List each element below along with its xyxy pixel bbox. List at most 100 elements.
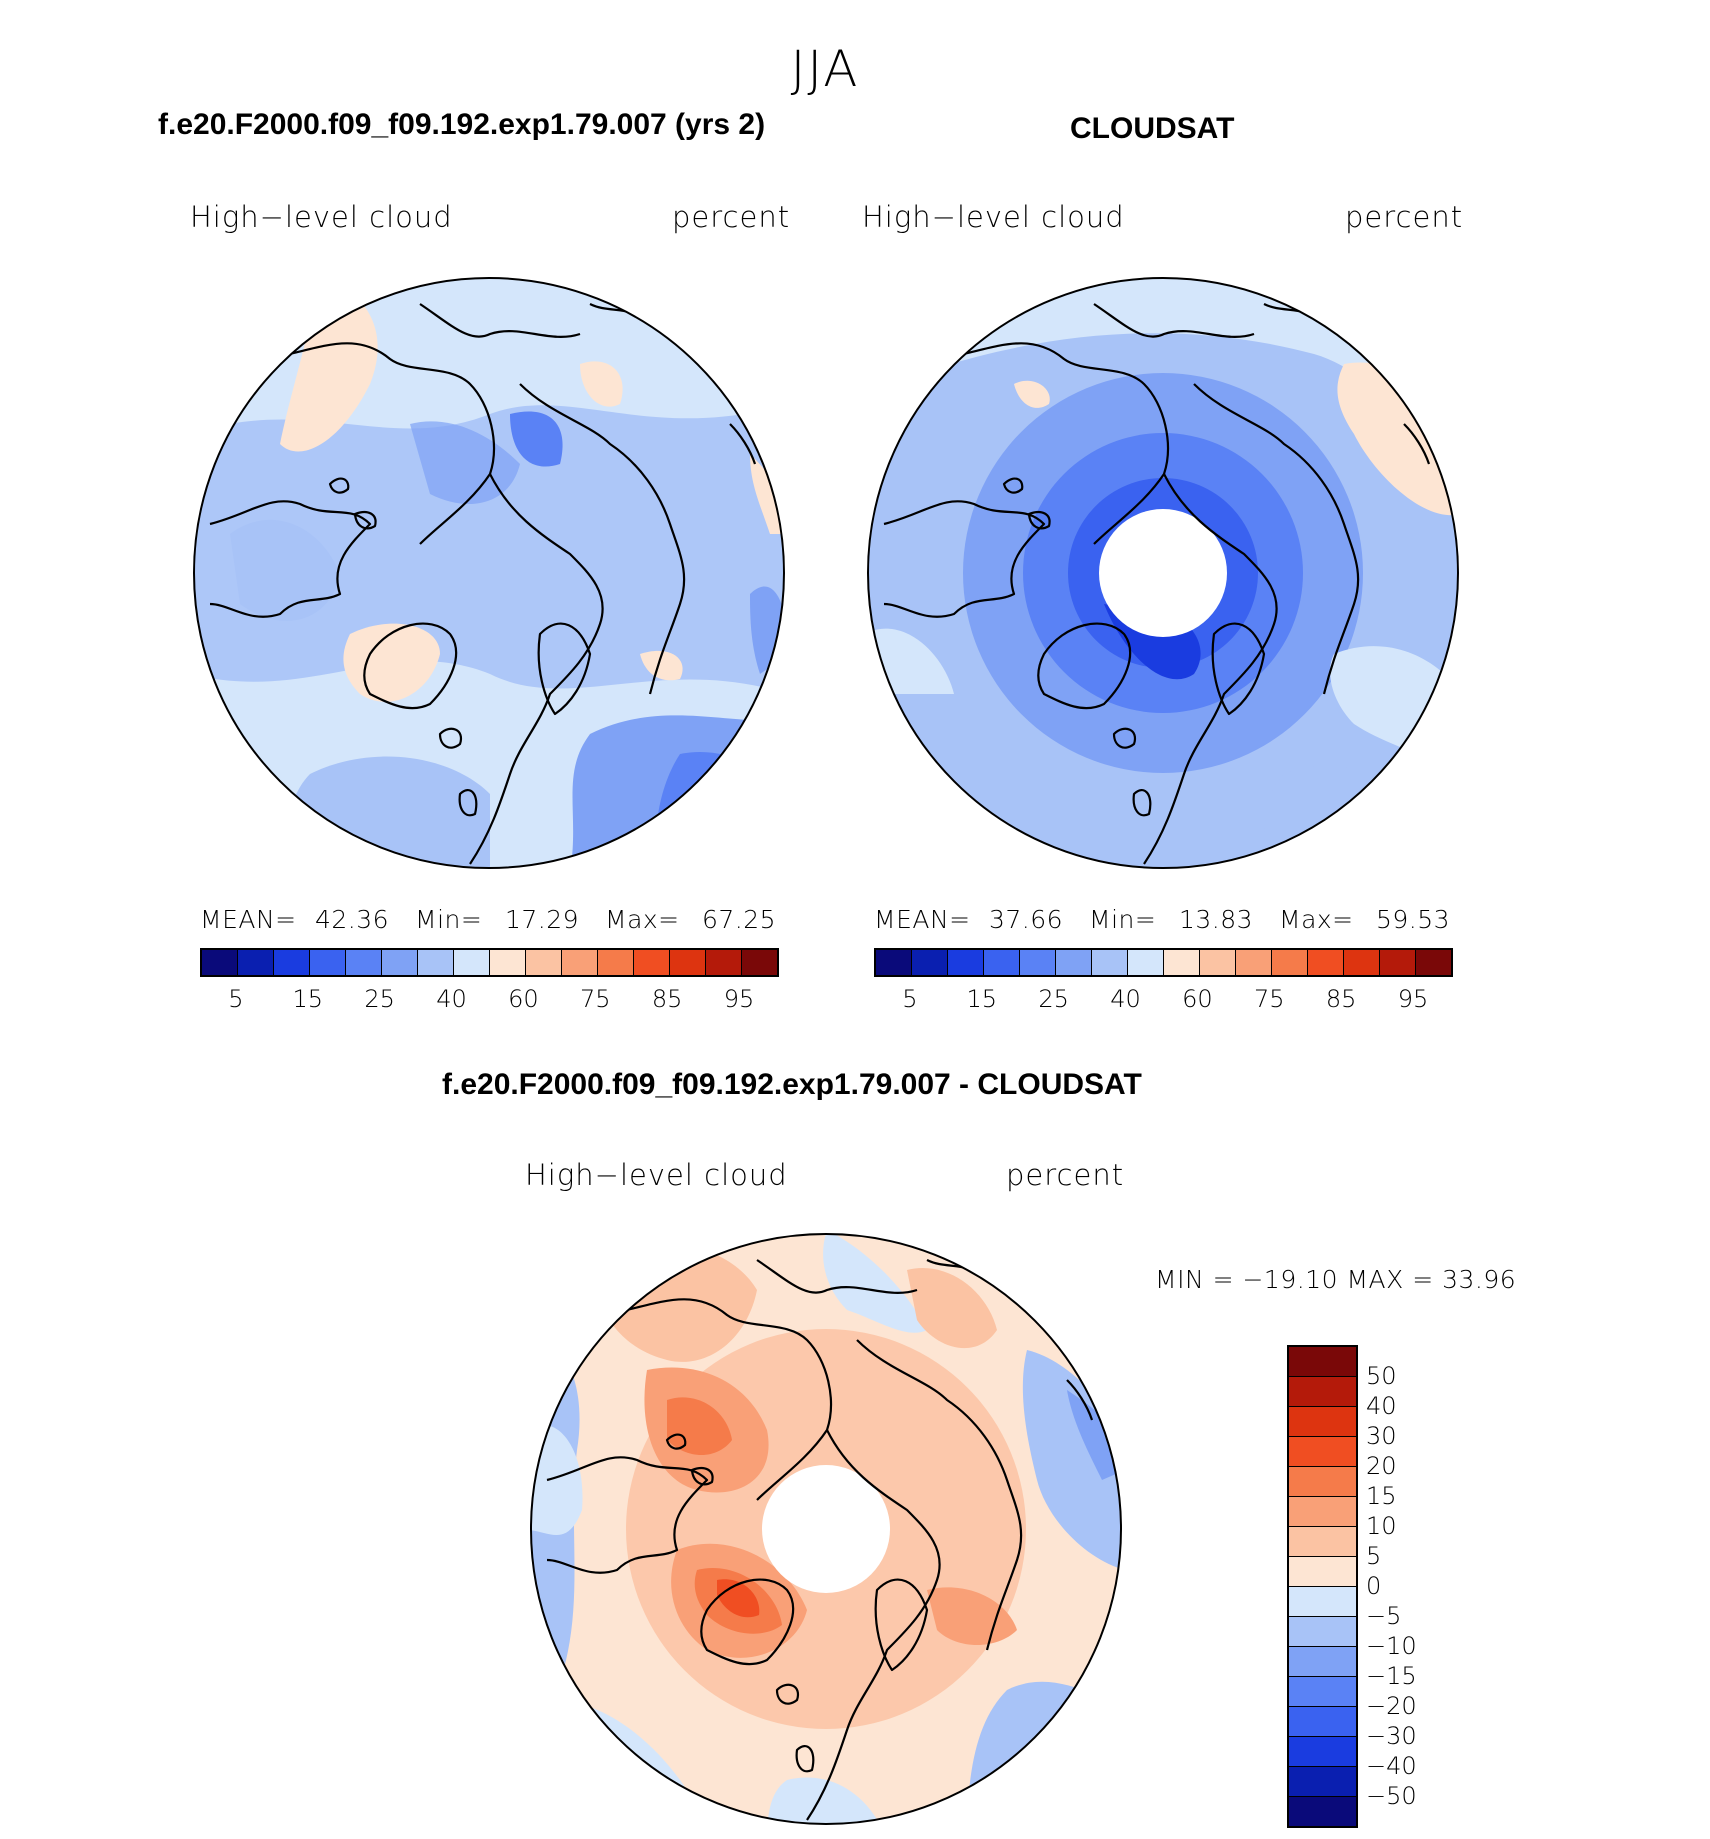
obs-max-value: 59.53	[1376, 905, 1451, 934]
diff-colorbar-tick-label: 15	[1366, 1482, 1397, 1510]
diff-colorbar-tick-label: −20	[1366, 1692, 1417, 1720]
diff-colorbar-swatch	[1289, 1437, 1356, 1467]
model-colorbar-tick-label: 25	[364, 985, 395, 1013]
diff-panel-title: f.e20.F2000.f09_f09.192.exp1.79.007 - CL…	[442, 1068, 1142, 1101]
diff-colorbar-swatch	[1289, 1377, 1356, 1407]
diff-variable-label: High−level cloud	[525, 1158, 788, 1192]
obs-variable-label: High−level cloud	[862, 200, 1125, 234]
obs-mean-value: 37.66	[989, 905, 1064, 934]
diff-colorbar-tick-label: 0	[1366, 1572, 1382, 1600]
diff-colorbar-swatch	[1289, 1587, 1356, 1617]
obs-max-label: Max=	[1279, 905, 1354, 934]
model-field-patch	[510, 411, 563, 467]
obs-colorbar-tick-label: 15	[966, 985, 998, 1013]
model-field-patch	[230, 519, 340, 621]
diff-colorbar-swatch	[1289, 1647, 1356, 1677]
model-colorbar-swatch	[598, 950, 634, 975]
obs-colorbar-swatch	[1308, 950, 1344, 975]
diff-colorbar-swatch	[1289, 1737, 1356, 1767]
diff-minmax-text: MIN = −19.10 MAX = 33.96	[1155, 1265, 1517, 1294]
obs-colorbar-tick-label: 40	[1110, 985, 1141, 1013]
model-min-label: Min=	[415, 905, 483, 934]
obs-colorbar-tick-label: 60	[1182, 985, 1213, 1013]
diff-colorbar-tick-label: −5	[1366, 1602, 1402, 1630]
model-colorbar-swatch	[742, 950, 777, 975]
model-colorbar-swatch	[202, 950, 238, 975]
model-colorbar-swatch	[238, 950, 274, 975]
obs-field-patch	[1264, 766, 1424, 868]
obs-colorbar-tick-label: 75	[1254, 985, 1285, 1013]
model-colorbar-swatch	[670, 950, 706, 975]
model-colorbar-tick-label: 40	[436, 985, 467, 1013]
diff-colorbar-tick-label: 5	[1366, 1542, 1382, 1570]
obs-colorbar-swatch	[1272, 950, 1308, 975]
model-field-patch	[410, 421, 520, 504]
obs-coastlines	[883, 303, 1431, 865]
diff-colorbar-swatch	[1289, 1407, 1356, 1437]
model-colorbar-swatch	[634, 950, 670, 975]
diff-colorbar-tick-label: 20	[1366, 1452, 1397, 1480]
model-colorbar-tick-label: 75	[580, 985, 611, 1013]
diff-colorbar-swatch	[1289, 1347, 1356, 1377]
obs-units-label: percent	[1345, 200, 1464, 234]
obs-colorbar	[874, 948, 1453, 977]
diff-units-label: percent	[1006, 1158, 1125, 1192]
diff-field-patch	[1067, 1390, 1121, 1480]
diff-colorbar-swatch	[1289, 1527, 1356, 1557]
model-field-patch	[640, 650, 683, 681]
model-units-label: percent	[672, 200, 791, 234]
obs-colorbar-tick-label: 85	[1325, 985, 1357, 1013]
model-colorbar-swatch	[490, 950, 526, 975]
obs-panel-title: CLOUDSAT	[1070, 112, 1235, 145]
obs-colorbar-swatch	[1200, 950, 1236, 975]
obs-missing-data-hole	[1099, 509, 1227, 637]
obs-colorbar-tick-label: 5	[902, 985, 918, 1013]
diff-colorbar-tick-label: 30	[1366, 1422, 1397, 1450]
model-field-patch	[280, 278, 378, 452]
diff-field-patch	[531, 1277, 597, 1333]
obs-colorbar-swatch	[1092, 950, 1128, 975]
model-coastlines	[209, 303, 757, 865]
diff-field-patch	[823, 1234, 927, 1333]
diff-missing-data-hole	[762, 1465, 890, 1593]
obs-colorbar-swatch	[1236, 950, 1272, 975]
diff-colorbar-tick-label: −50	[1366, 1782, 1417, 1810]
model-field-patch	[656, 752, 784, 868]
diff-colorbar-tick-label: −15	[1366, 1662, 1417, 1690]
model-mean-label: MEAN=	[200, 905, 297, 934]
diff-colorbar-tick-label: −10	[1366, 1632, 1417, 1660]
diff-field-patch	[667, 1397, 732, 1455]
model-colorbar-swatch	[562, 950, 598, 975]
diff-polar-map	[530, 1233, 1122, 1825]
model-colorbar-tick-label: 15	[292, 985, 324, 1013]
obs-min-value: 13.83	[1179, 905, 1254, 934]
diff-colorbar-swatch	[1289, 1677, 1356, 1707]
obs-colorbar-swatch	[1056, 950, 1092, 975]
model-field-patch	[286, 756, 490, 868]
obs-min-label: Min=	[1089, 905, 1157, 934]
diff-colorbar-tick-label: −40	[1366, 1752, 1417, 1780]
obs-colorbar-ticks: 5 15 25 40 60 75 85 95	[874, 985, 1449, 1015]
model-colorbar-swatch	[454, 950, 490, 975]
obs-colorbar-swatch	[876, 950, 912, 975]
model-field-patch	[343, 623, 440, 702]
obs-colorbar-swatch	[912, 950, 948, 975]
obs-colorbar-swatch	[1416, 950, 1451, 975]
model-field-patch	[720, 805, 784, 868]
diff-colorbar-tick-label: 10	[1366, 1512, 1397, 1540]
obs-colorbar-swatch	[1128, 950, 1164, 975]
diff-colorbar-swatch	[1289, 1797, 1356, 1826]
diff-colorbar-swatch	[1289, 1557, 1356, 1587]
diff-field-patch	[907, 1268, 997, 1349]
diff-field-patch	[927, 1587, 1017, 1645]
model-colorbar-tick-label: 85	[651, 985, 683, 1013]
obs-colorbar-swatch	[1380, 950, 1416, 975]
obs-colorbar-swatch	[984, 950, 1020, 975]
obs-field-patch	[1014, 380, 1050, 408]
obs-colorbar-swatch	[1164, 950, 1200, 975]
obs-colorbar-swatch	[1344, 950, 1380, 975]
model-max-value: 67.25	[702, 905, 777, 934]
model-min-value: 17.29	[505, 905, 580, 934]
obs-colorbar-swatch	[1020, 950, 1056, 975]
obs-colorbar-tick-label: 25	[1038, 985, 1069, 1013]
